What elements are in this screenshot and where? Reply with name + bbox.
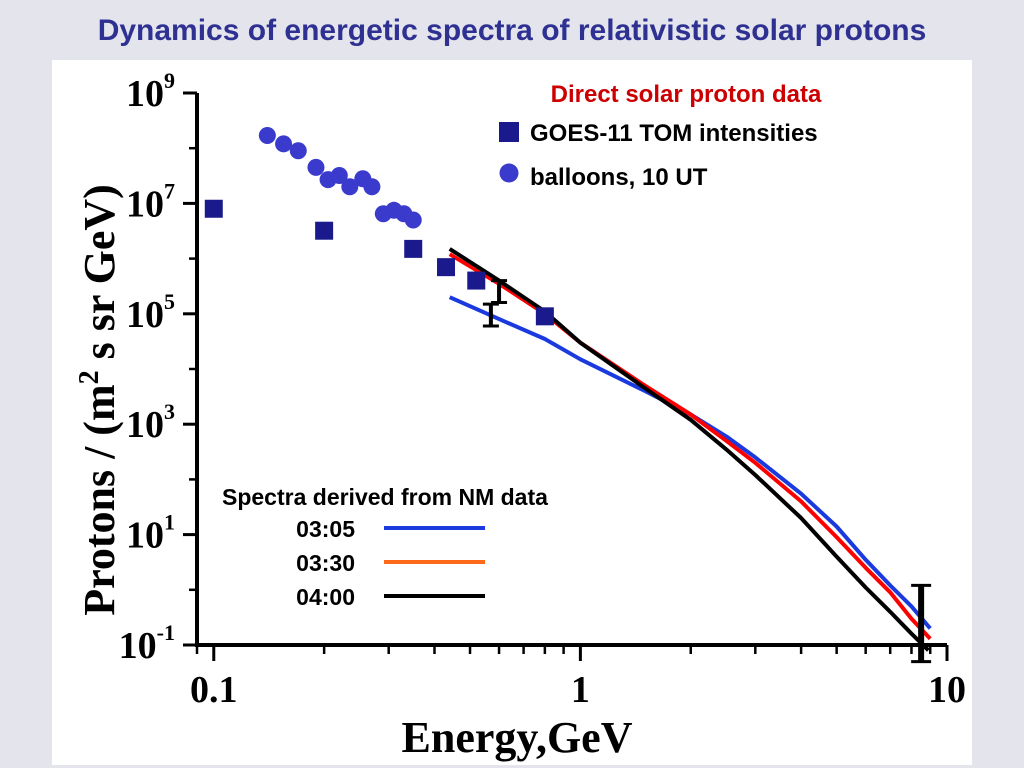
y-tick-base: 10 <box>126 404 164 446</box>
series-line-0400 <box>448 247 930 652</box>
goes-square-point <box>535 307 554 326</box>
y-axis-label-tail: s sr GeV) <box>75 184 124 370</box>
y-axis-label: Protons / (m2 s sr GeV) <box>74 184 124 616</box>
balloon-circle-point <box>307 158 325 176</box>
y-tick-exponent: 7 <box>164 178 175 203</box>
x-tick-label: 10 <box>928 669 966 711</box>
y-tick-label: 109 <box>126 68 175 115</box>
y-tick-base: 10 <box>126 515 164 557</box>
x-axis-label: Energy,GeV <box>402 713 633 762</box>
data-points <box>204 126 554 326</box>
x-tick-label: 1 <box>571 669 590 711</box>
y-tick-exponent: 5 <box>164 289 175 314</box>
balloon-circle-point <box>258 126 276 144</box>
points-legend-label: GOES-11 TOM intensities <box>530 120 818 147</box>
balloon-circle-point <box>341 178 359 196</box>
y-tick-label: 10-1 <box>119 620 175 667</box>
y-tick-label: 103 <box>126 399 175 446</box>
y-axis-label-sup: 2 <box>74 370 105 384</box>
y-tick-label: 105 <box>126 289 175 336</box>
y-tick-exponent: 1 <box>164 510 175 535</box>
balloon-circle-point <box>275 135 293 153</box>
balloon-circle-point <box>330 167 348 185</box>
chart-panel: 0.1 1 10 109 107 105 103 101 10-1 Direct solar p… <box>52 60 972 765</box>
goes-square-point <box>315 221 334 240</box>
y-tick-exponent: -1 <box>157 620 175 645</box>
legends: Direct solar proton data GOES-11 TOM inte… <box>222 81 822 610</box>
goes-square-point <box>404 239 423 258</box>
lines-legend-label: 03:05 <box>296 516 355 542</box>
lines-legend-label: 03:30 <box>296 550 355 576</box>
y-tick-base: 10 <box>119 625 157 667</box>
y-axis-label-main: Protons / (m <box>75 384 124 615</box>
x-tick-label: 0.1 <box>190 669 238 711</box>
points-legend-label: balloons, 10 UT <box>530 164 708 191</box>
goes-square-point <box>437 258 456 277</box>
balloon-circle-point <box>363 178 381 196</box>
y-tick-label: 101 <box>126 510 175 557</box>
slide-title: Dynamics of energetic spectra of relativ… <box>97 14 927 47</box>
lines-legend-heading: Spectra derived from NM data <box>222 484 548 510</box>
series-line-0305 <box>448 295 932 630</box>
y-tick-exponent: 3 <box>164 399 175 424</box>
error-bar <box>482 302 499 328</box>
error-bar <box>911 583 932 664</box>
balloon-circle-point <box>404 211 422 229</box>
legend-circle-marker <box>499 163 519 183</box>
y-tick-label: 107 <box>126 178 175 225</box>
spectra-lines <box>448 247 932 652</box>
goes-square-point <box>204 199 223 218</box>
lines-legend-label: 04:00 <box>296 584 355 610</box>
error-bar <box>491 279 508 305</box>
y-tick-base: 10 <box>126 183 164 225</box>
y-tick-base: 10 <box>126 73 164 115</box>
y-tick-exponent: 9 <box>164 68 175 93</box>
legend-square-marker <box>499 122 519 142</box>
error-bars <box>482 279 932 664</box>
points-legend-heading: Direct solar proton data <box>551 81 822 108</box>
goes-square-point <box>467 271 486 290</box>
y-tick-base: 10 <box>126 294 164 336</box>
balloon-circle-point <box>289 142 307 160</box>
